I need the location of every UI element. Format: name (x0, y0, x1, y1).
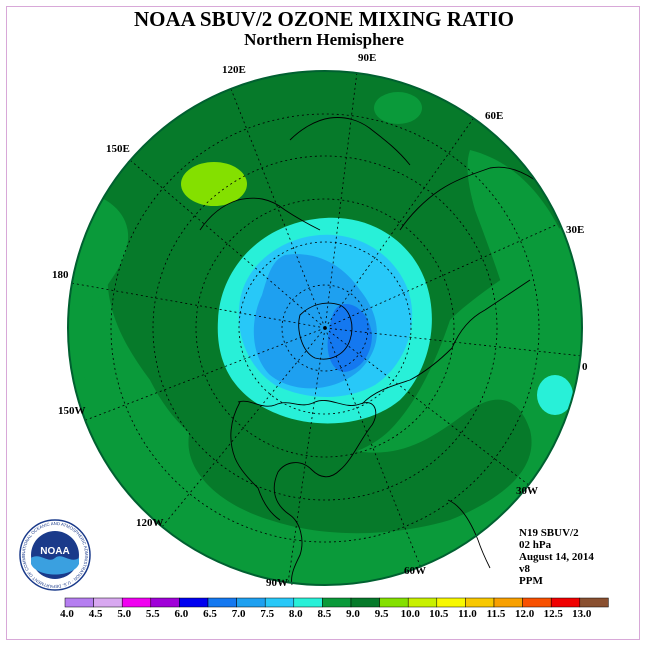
colorbar-label: 12.5 (544, 608, 564, 620)
ozone-patch-cyan-east (537, 375, 573, 415)
colorbar-cell (550, 597, 581, 608)
info-units: PPM (519, 575, 543, 587)
colorbar-label: 9.5 (375, 608, 389, 620)
colorbar-cell (179, 597, 209, 608)
colorbar-label: 6.0 (175, 608, 189, 620)
info-date: August 14, 2014 (519, 551, 594, 563)
lon-label-90e: 90E (358, 52, 377, 64)
lon-label-30w: 30W (516, 485, 538, 497)
graticule (70, 71, 583, 584)
lon-label-30e: 30E (566, 224, 585, 236)
coastlines (199, 117, 536, 586)
lon-label-0: 0 (582, 361, 588, 373)
lon-label-180: 180 (52, 269, 69, 281)
plot-frame (6, 6, 640, 640)
colorbar-cell (493, 597, 523, 608)
colorbar-cell (207, 597, 237, 608)
colorbar-label: 11.0 (458, 608, 477, 620)
lon-label-120e: 120E (222, 64, 246, 76)
map-title: NOAA SBUV/2 OZONE MIXING RATIO (134, 7, 514, 31)
colorbar-label: 10.0 (401, 608, 421, 620)
colorbar-cell (64, 597, 94, 608)
colorbar-cell (465, 597, 495, 608)
colorbar-cell (407, 597, 438, 608)
colorbar-cell (579, 597, 609, 608)
colorbar-cell (293, 597, 323, 608)
colorbar-label: 12.0 (515, 608, 535, 620)
lon-label-60w: 60W (404, 565, 426, 577)
ozone-patch-north (374, 92, 422, 124)
colorbar-cell (350, 597, 380, 608)
map-boundary (67, 70, 583, 586)
info-satellite: N19 SBUV/2 (519, 527, 579, 539)
lon-label-90w: 90W (266, 577, 288, 589)
colorbar-cell (93, 597, 123, 608)
lon-label-120w: 120W (136, 517, 164, 529)
colorbar-label: 9.0 (346, 608, 360, 620)
colorbar-cell (436, 597, 466, 608)
colorbar-label: 13.0 (572, 608, 592, 620)
colorbar-label: 10.5 (429, 608, 449, 620)
ozone-patch-high (181, 162, 247, 206)
lon-label-150e: 150E (106, 143, 130, 155)
colorbar-label: 11.5 (487, 608, 506, 620)
colorbar-label: 5.5 (146, 608, 160, 620)
colorbar-cell (322, 597, 352, 608)
colorbar-label: 8.5 (318, 608, 332, 620)
colorbar-label: 4.0 (60, 608, 74, 620)
colorbar-label: 4.5 (89, 608, 103, 620)
colorbar-cell (150, 597, 180, 608)
colorbar-label: 5.0 (117, 608, 131, 620)
colorbar-label: 7.0 (232, 608, 246, 620)
info-level: 02 hPa (519, 539, 552, 551)
colorbar-label: 6.5 (203, 608, 217, 620)
map-subtitle: Northern Hemisphere (244, 30, 404, 49)
logo-text: NOAA (40, 546, 69, 557)
info-block: N19 SBUV/2 02 hPa August 14, 2014 v8 PPM (519, 527, 594, 587)
colorbar-cell (236, 597, 266, 608)
lon-label-60e: 60E (485, 110, 504, 122)
info-version: v8 (519, 563, 530, 575)
colorbar-cell (522, 597, 552, 608)
colorbar-cell (264, 597, 295, 608)
ozone-band-dark-south (188, 399, 532, 534)
noaa-logo: NATIONAL OCEANIC AND ATMOSPHERIC ADMINIS… (18, 518, 91, 591)
ozone-band-light-east (467, 150, 570, 373)
colorbar-label: 7.5 (260, 608, 274, 620)
colorbar-cell (121, 597, 152, 608)
lon-label-150w: 150W (58, 405, 86, 417)
colorbar-cell (379, 597, 409, 608)
colorbar-label: 8.0 (289, 608, 303, 620)
